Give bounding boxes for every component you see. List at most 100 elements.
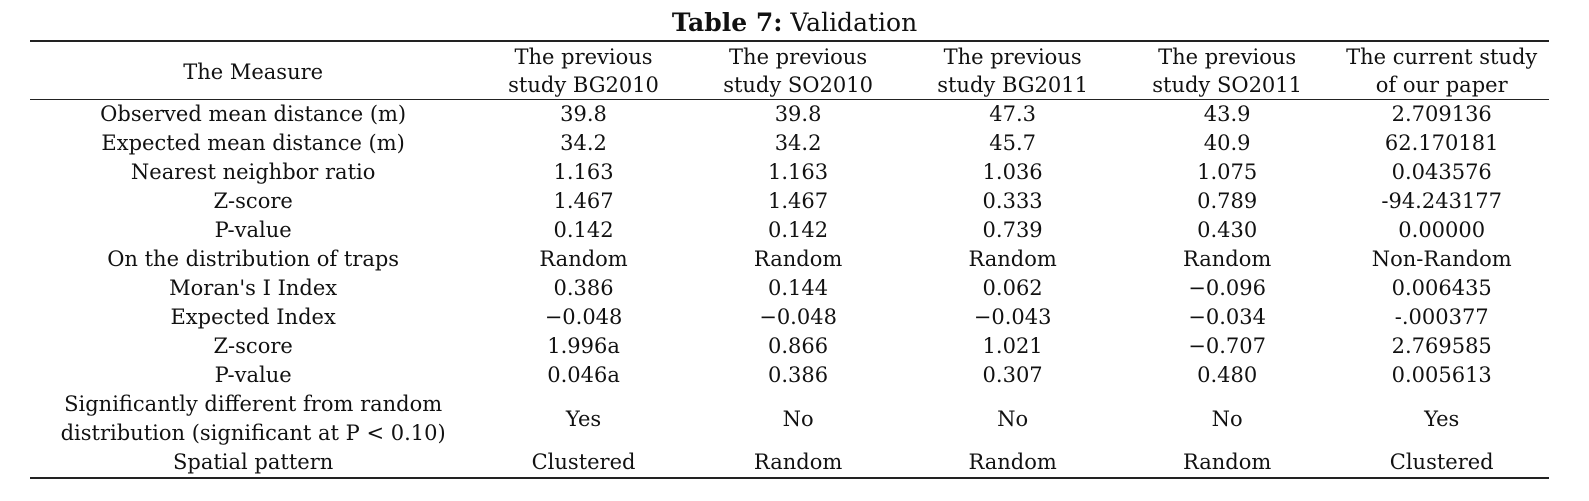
header-line: study SO2011 xyxy=(1152,73,1303,97)
value-cell: 2.769585 xyxy=(1391,334,1492,358)
table-header: The Measure The previous study BG2010 The p… xyxy=(30,41,1549,100)
value-cell: 1.467 xyxy=(768,189,829,213)
header-row: The Measure The previous study BG2010 The p… xyxy=(30,41,1549,100)
value-cell: Yes xyxy=(1424,406,1460,431)
header-line: The previous xyxy=(943,45,1082,69)
value-cell: 39.8 xyxy=(774,102,822,126)
header-line: The previous xyxy=(1158,45,1297,69)
value-cell: Yes xyxy=(565,406,602,431)
value-cell: 0.142 xyxy=(768,218,829,242)
header-so2011: The previous study SO2011 xyxy=(1120,41,1335,100)
value-cell: -94.243177 xyxy=(1381,189,1503,213)
value-cell: Random xyxy=(539,247,628,271)
value-cell: Clustered xyxy=(531,450,636,474)
table-row: Expected Index −0.048 −0.048 −0.043 −0.034 -.… xyxy=(30,303,1549,332)
value-cell: 47.3 xyxy=(989,102,1036,126)
table-body: Observed mean distance (m) 39.8 39.8 47.3 43… xyxy=(30,100,1549,478)
table-title: Validation xyxy=(790,8,918,37)
measure-label: Spatial pattern xyxy=(173,450,334,474)
header-measure: The Measure xyxy=(30,41,476,100)
value-cell: 0.789 xyxy=(1197,189,1258,213)
value-cell: 1.021 xyxy=(982,334,1043,358)
value-cell: No xyxy=(782,406,814,431)
header-line: study BG2010 xyxy=(508,73,659,97)
table-caption: Table 7: Validation xyxy=(0,8,1589,38)
header-bg2011: The previous study BG2011 xyxy=(905,41,1120,100)
header-line: The current study xyxy=(1346,45,1538,69)
value-cell: Random xyxy=(968,450,1057,474)
measure-label: Observed mean distance (m) xyxy=(100,102,407,126)
table-row: Z-score 1.467 1.467 0.333 0.789 -94.243177 xyxy=(30,187,1549,216)
table-row: Nearest neighbor ratio 1.163 1.163 1.036 1.0… xyxy=(30,158,1549,187)
value-cell: 0.005613 xyxy=(1391,363,1492,387)
measure-label: Moran's I Index xyxy=(169,276,338,300)
measure-label: Nearest neighbor ratio xyxy=(130,160,376,184)
value-cell: 0.00000 xyxy=(1398,218,1486,242)
value-cell: −0.707 xyxy=(1188,334,1266,358)
value-cell: 0.386 xyxy=(553,276,614,300)
value-cell: Random xyxy=(753,247,843,271)
measure-label: P-value xyxy=(214,363,292,387)
value-cell: 1.036 xyxy=(982,160,1043,184)
value-cell: 0.006435 xyxy=(1391,276,1492,300)
value-cell: Non-Random xyxy=(1371,247,1512,271)
value-cell: −0.043 xyxy=(973,305,1052,329)
value-cell: −0.034 xyxy=(1188,305,1266,329)
value-cell: 45.7 xyxy=(989,131,1036,155)
measure-cell: Spatial pattern xyxy=(30,448,476,478)
value-cell: 0.144 xyxy=(768,276,829,300)
header-bg2010: The previous study BG2010 xyxy=(476,41,691,100)
value-cell: 1.163 xyxy=(768,160,829,184)
value-cell: 1.163 xyxy=(553,160,614,184)
measure-label: Expected Index xyxy=(170,305,336,329)
value-cell: 1.075 xyxy=(1197,160,1258,184)
measure-label: distribution (significant at P < 0.10) xyxy=(60,421,446,445)
value-cell: -.000377 xyxy=(1394,305,1489,329)
value-cell: No xyxy=(997,406,1029,431)
value-cell: 62.170181 xyxy=(1384,131,1499,155)
table-row: P-value 0.142 0.142 0.739 0.430 0.00000 xyxy=(30,216,1549,245)
table-row: P-value 0.046a 0.386 0.307 0.480 0.005613 xyxy=(30,361,1549,390)
measure-cell: Significantly different from random distr… xyxy=(30,390,476,448)
value-cell: 0.866 xyxy=(768,334,829,358)
table-row: Expected mean distance (m) 34.2 34.2 45.7 40… xyxy=(30,129,1549,158)
value-cell: 0.307 xyxy=(982,363,1043,387)
value-cell: Random xyxy=(968,247,1057,271)
value-cell: 1.996a xyxy=(547,334,620,358)
measure-cell: On the distribution of traps xyxy=(30,245,476,274)
measure-cell: Z-score xyxy=(30,187,476,216)
value-cell: 0.046a xyxy=(547,363,620,387)
table-row: Z-score 1.996a 0.866 1.021 −0.707 2.769585 xyxy=(30,332,1549,361)
measure-label: Z-score xyxy=(213,189,293,213)
value-cell: 0.430 xyxy=(1197,218,1258,242)
value-cell: 0.480 xyxy=(1197,363,1258,387)
value-cell: 43.9 xyxy=(1203,102,1251,126)
header-line: study BG2011 xyxy=(937,73,1088,97)
header-line: The previous xyxy=(514,45,653,69)
value-cell: 39.8 xyxy=(560,102,607,126)
header-line: The previous xyxy=(729,45,868,69)
value-cell: 0.739 xyxy=(982,218,1043,242)
value-cell: Random xyxy=(753,450,843,474)
header-current-study: The current study of our paper xyxy=(1334,41,1549,100)
measure-label: Z-score xyxy=(213,334,293,358)
measure-cell: Moran's I Index xyxy=(30,274,476,303)
measure-cell: P-value xyxy=(30,216,476,245)
value-cell: 34.2 xyxy=(560,131,607,155)
value-cell: 0.043576 xyxy=(1391,160,1492,184)
measure-cell: P-value xyxy=(30,361,476,390)
measure-label: Expected mean distance (m) xyxy=(101,131,405,155)
validation-table: The Measure The previous study BG2010 The p… xyxy=(30,40,1549,479)
value-cell: 0.142 xyxy=(553,218,614,242)
measure-cell: Nearest neighbor ratio xyxy=(30,158,476,187)
value-cell: 1.467 xyxy=(553,189,614,213)
header-line: of our paper xyxy=(1375,73,1508,97)
table-row: Significantly different from random distr… xyxy=(30,390,1549,448)
value-cell: 0.062 xyxy=(982,276,1043,300)
measure-cell: Observed mean distance (m) xyxy=(30,100,476,130)
value-cell: −0.096 xyxy=(1188,276,1266,300)
table-row: On the distribution of traps Random Random… xyxy=(30,245,1549,274)
value-cell: −0.048 xyxy=(544,305,623,329)
table-row: Moran's I Index 0.386 0.144 0.062 −0.096 0.00… xyxy=(30,274,1549,303)
value-cell: Random xyxy=(1182,247,1272,271)
